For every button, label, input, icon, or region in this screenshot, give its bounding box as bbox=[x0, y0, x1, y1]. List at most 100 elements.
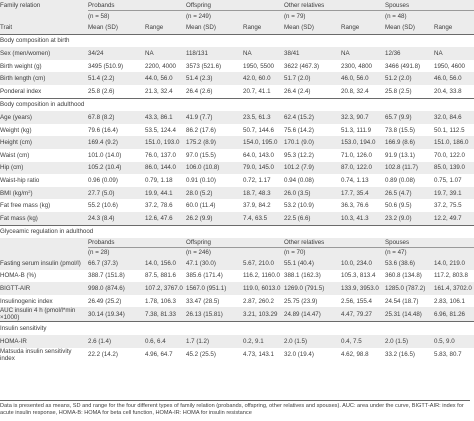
mean-sd-cell: 170.1 (9.0) bbox=[284, 136, 341, 149]
range-cell: 0.4, 7.5 bbox=[341, 335, 386, 348]
mean-sd-cell: 51.4 (2.2) bbox=[88, 72, 145, 85]
mean-sd-cell: 38/41 bbox=[284, 47, 341, 60]
range-cell: 119.0, 6013.0 bbox=[243, 282, 284, 295]
section-heading-adult: Body composition in adulthood bbox=[0, 97, 474, 112]
mean-sd-cell: 32.0 (19.4) bbox=[284, 351, 314, 359]
range-cell: 3.21, 103.29 bbox=[243, 307, 284, 322]
range-cell: NA bbox=[145, 47, 186, 60]
range-cell: 46.0, 56.0 bbox=[434, 72, 474, 85]
row-label: Fat mass (kg) bbox=[0, 211, 88, 225]
range-cell: 10.3, 41.3 bbox=[341, 211, 386, 225]
table-row: HOMA-B (%) 388.7 (151.8) 87.5, 881.6 385.6 … bbox=[0, 270, 474, 283]
range-cell: 43.3, 86.1 bbox=[145, 111, 186, 124]
range-cell: 85.0, 139.0 bbox=[434, 161, 474, 175]
mean-sd-cell: 86.2 (17.6) bbox=[186, 126, 216, 134]
mean-sd-cell: 388.7 (151.8) bbox=[88, 272, 125, 280]
range-cell: 0.6, 6.4 bbox=[145, 335, 186, 348]
range-cell: 32.0, 84.6 bbox=[434, 111, 474, 124]
table-row: Waist-hip ratio 0.96 (0.09) 0.79, 1.18 0.91… bbox=[0, 174, 474, 187]
mean-sd-cell: 26.13 (15.81) bbox=[186, 307, 243, 322]
spouses-n: (n = 47) bbox=[385, 247, 474, 258]
range-cell: 2.83, 106.1 bbox=[434, 297, 465, 305]
range-cell: 18.7, 48.3 bbox=[243, 186, 284, 200]
range-cell: 153.0, 194.0 bbox=[341, 136, 386, 149]
table-footnote: Data is presented as means, SD and range… bbox=[0, 400, 470, 417]
table-row: Birth length (cm) 51.4 (2.2) 44.0, 56.0 51.… bbox=[0, 72, 474, 85]
mean-sd-cell: 388.1 (162.3) bbox=[284, 272, 321, 280]
range-cell: 50.1, 112.5 bbox=[434, 126, 465, 134]
mean-sd-cell: 26.4 (2.6) bbox=[186, 87, 213, 95]
range-cell: 53.5, 124.4 bbox=[145, 126, 176, 134]
other-relatives-n: (n = 70) bbox=[284, 247, 386, 258]
table-row: Fat mass (kg) 24.3 (8.4) 12.6, 47.6 26.2 (9… bbox=[0, 211, 474, 225]
range-cell: 0.75, 1.07 bbox=[434, 176, 462, 184]
range-label: Range bbox=[341, 21, 386, 35]
table-row: Birth weight (g) 3495 (510.9) 2200, 4000 35… bbox=[0, 60, 474, 73]
mean-sd-cell: 27.7 (5.0) bbox=[88, 186, 145, 200]
mean-sd-cell: 26.4 (2.4) bbox=[284, 87, 311, 95]
mean-sd-cell: 55.1 (40.4) bbox=[284, 257, 341, 270]
table-row: Fat free mass (kg) 55.2 (10.6) 37.2, 78.6 6… bbox=[0, 199, 474, 212]
range-cell: 17.7, 35.4 bbox=[341, 186, 386, 200]
mean-sd-cell: 75.6 (14.2) bbox=[284, 126, 314, 134]
range-label: Range bbox=[145, 21, 186, 35]
table-row: BMI (kg/m2) 27.7 (5.0) 19.9, 44.1 28.0 (5.2… bbox=[0, 186, 474, 200]
table-row: Matsuda insulin sensitivity index 22.2 (14… bbox=[0, 348, 474, 362]
other-relatives-n: (n = 79) bbox=[284, 10, 386, 21]
row-label: Age (years) bbox=[0, 111, 88, 124]
section-title: Glyceamic regulation in adulthood bbox=[0, 224, 474, 239]
mean-sd-cell: 60.0 (11.4) bbox=[186, 202, 216, 210]
range-cell: 161.4, 3702.0 bbox=[434, 282, 474, 295]
mean-sd-cell: 106.0 (10.8) bbox=[186, 161, 243, 175]
range-cell: 37.2, 75.5 bbox=[434, 202, 462, 210]
mean-sd-cell: 33.47 (28.5) bbox=[186, 297, 220, 305]
section-title: Insulin sensitivity bbox=[0, 321, 474, 336]
range-label: Range bbox=[434, 21, 474, 35]
range-cell: 37.2, 78.6 bbox=[145, 202, 173, 210]
range-cell: 42.0, 60.0 bbox=[243, 72, 284, 85]
spouses-header: Spouses bbox=[385, 0, 474, 11]
mean-sd-cell: 360.8 (134.8) bbox=[385, 272, 422, 280]
mean-sd-cell: 62.4 (15.2) bbox=[284, 111, 341, 124]
mean-sd-cell: 55.2 (10.6) bbox=[88, 202, 118, 210]
table-row: Insulinogenic index 26.49 (25.2) 1.78, 106… bbox=[0, 295, 474, 308]
table-row: Fasting serum insulin (pmol/l) 66.7 (37.3… bbox=[0, 257, 474, 270]
range-cell: 32.3, 90.7 bbox=[341, 111, 386, 124]
range-cell: 76.0, 137.0 bbox=[145, 151, 176, 159]
mean-sd-cell: 101.2 (7.9) bbox=[284, 161, 341, 175]
row-label: Sex (men/women) bbox=[0, 47, 88, 60]
probands-n: (n = 28) bbox=[88, 247, 186, 258]
range-cell: 1.78, 106.3 bbox=[145, 297, 176, 305]
mean-sd-cell: 105.2 (10.4) bbox=[88, 161, 145, 175]
header-columns-row: Trait Mean (SD) Range Mean (SD) Range Me… bbox=[0, 21, 474, 35]
mean-sd-cell: 2.0 (1.5) bbox=[284, 335, 341, 348]
row-label: AUC insulin 4 h (pmol/l*min ×1000) bbox=[0, 307, 88, 322]
row-label: Ponderal index bbox=[0, 87, 42, 95]
mean-sd-cell: 24.54 (18.7) bbox=[385, 297, 419, 305]
range-cell: 71.0, 126.0 bbox=[341, 151, 372, 159]
mean-sd-cell: 3622 (467.3) bbox=[284, 62, 320, 70]
range-cell: 79.0, 145.0 bbox=[243, 161, 284, 175]
table-row: Age (years) 67.8 (8.2) 43.3, 86.1 41.9 (7.7… bbox=[0, 111, 474, 124]
row-label: BIGTT-AIR bbox=[0, 282, 88, 295]
spouses-header: Spouses bbox=[385, 238, 474, 249]
mean-sd-cell: 25.8 (2.5) bbox=[385, 87, 412, 95]
mean-sd-cell: 97.0 (15.5) bbox=[186, 151, 216, 159]
header-n-row: (n = 58) (n = 249) (n = 79) (n = 48) bbox=[0, 10, 474, 21]
range-cell: 12.2, 49.7 bbox=[434, 211, 474, 225]
mean-sd-cell: 25.31 (14.48) bbox=[385, 307, 435, 322]
mean-sd-cell: 79.6 (16.4) bbox=[88, 126, 118, 134]
range-cell: 20.7, 41.1 bbox=[243, 87, 271, 95]
mean-sd-cell: 998.0 (874.6) bbox=[88, 282, 145, 295]
mean-sd-cell: 53.6 (38.6) bbox=[385, 257, 435, 270]
mean-sd-cell: 51.2 (2.0) bbox=[385, 72, 435, 85]
row-label: Waist (cm) bbox=[0, 151, 30, 159]
mean-sd-cell: 175.2 (8.9) bbox=[186, 136, 243, 149]
range-cell: NA bbox=[243, 47, 284, 60]
table-row: Ponderal index 25.8 (2.6) 21.3, 32.4 26.4 (… bbox=[0, 85, 474, 98]
offspring-header: Offspring bbox=[186, 0, 284, 11]
range-cell: 19.9, 44.1 bbox=[145, 186, 186, 200]
range-cell: 151.0, 186.0 bbox=[434, 136, 474, 149]
range-cell: 50.7, 144.6 bbox=[243, 126, 274, 134]
